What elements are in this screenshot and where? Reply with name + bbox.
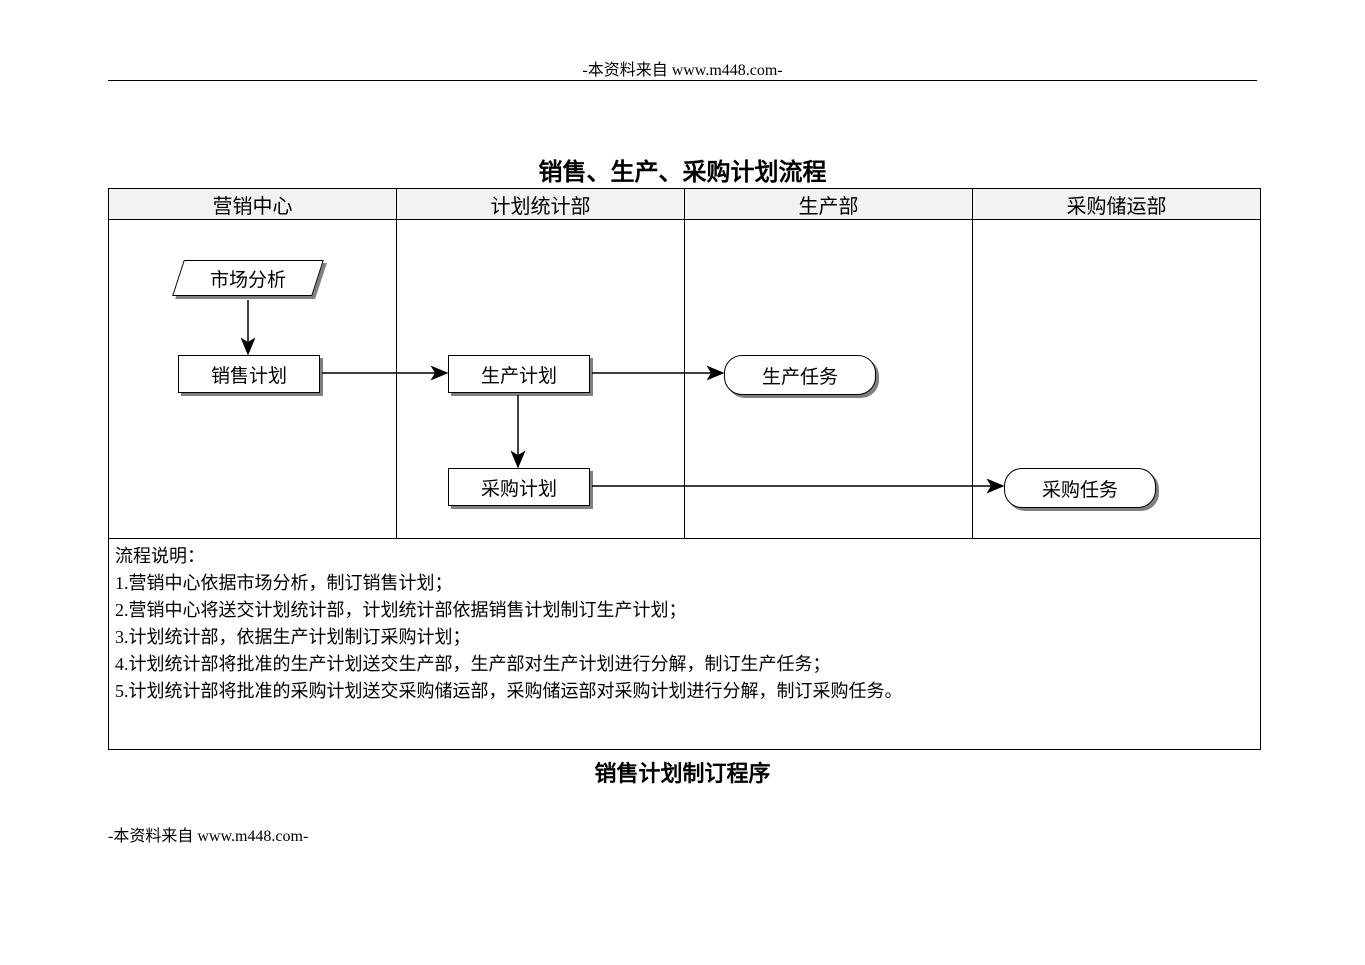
node-label: 销售计划 [211,361,287,388]
node-label: 生产任务 [762,362,838,389]
lane-header-row: 营销中心 计划统计部 生产部 采购储运部 [109,189,1261,220]
description-heading: 流程说明： [115,543,1254,570]
lane-header-2: 计划统计部 [397,189,685,220]
description-cell: 流程说明： 1.营销中心依据市场分析，制订销售计划； 2.营销中心将送交计划统计… [109,539,1261,750]
node-label: 市场分析 [178,260,318,296]
node-label: 生产计划 [481,361,557,388]
description-item: 1.营销中心依据市场分析，制订销售计划； [115,570,1254,597]
page-header: -本资料来自 www.m448.com- [0,56,1365,80]
lane-header-1: 营销中心 [109,189,397,220]
node-prod-plan: 生产计划 [448,355,590,393]
node-purch-plan: 采购计划 [448,468,590,506]
node-prod-task: 生产任务 [724,355,876,395]
diagram-title: 销售、生产、采购计划流程 [0,152,1365,187]
node-purch-task: 采购任务 [1004,468,1156,508]
lane-header-3: 生产部 [685,189,973,220]
node-label: 采购计划 [481,474,557,501]
page-footer: -本资料来自 www.m448.com- [108,822,308,846]
description-item: 4.计划统计部将批准的生产计划送交生产部，生产部对生产计划进行分解，制订生产任务… [115,651,1254,678]
header-rule [108,80,1257,81]
subtitle: 销售计划制订程序 [0,756,1365,788]
description-item: 2.营销中心将送交计划统计部，计划统计部依据销售计划制订生产计划； [115,597,1254,624]
node-market-analysis: 市场分析 [178,260,318,296]
node-sales-plan: 销售计划 [178,355,320,393]
lane-header-4: 采购储运部 [973,189,1261,220]
description-row: 流程说明： 1.营销中心依据市场分析，制订销售计划； 2.营销中心将送交计划统计… [109,539,1261,750]
document-page: -本资料来自 www.m448.com- 销售、生产、采购计划流程 营销中心 计… [0,0,1365,965]
description-item: 5.计划统计部将批准的采购计划送交采购储运部，采购储运部对采购计划进行分解，制订… [115,678,1254,705]
description-item: 3.计划统计部，依据生产计划制订采购计划； [115,624,1254,651]
node-label: 采购任务 [1042,475,1118,502]
